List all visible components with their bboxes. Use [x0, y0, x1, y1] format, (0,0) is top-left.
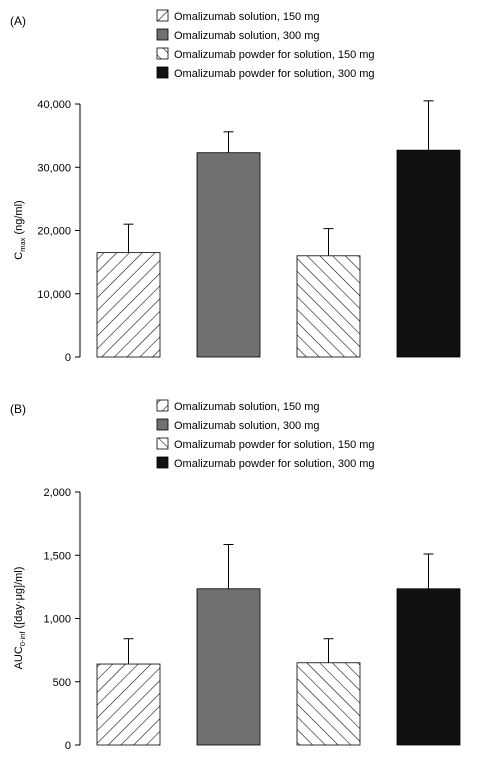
bar: [296, 255, 361, 358]
legend-entry: Omalizumab solution, 300 mg: [174, 420, 320, 432]
y-axis-label-main: C: [13, 252, 25, 260]
y-axis: 0 10,000 20,000 30,000 40,000: [37, 99, 81, 364]
bar: [296, 662, 361, 746]
y-tick-label: 30,000: [37, 162, 71, 174]
y-tick-label: 0: [65, 740, 71, 752]
legend: Omalizumab solution, 150 mg Omalizumab so…: [156, 399, 375, 470]
bars: [96, 100, 461, 358]
bars: [96, 543, 461, 746]
y-tick-label: 500: [53, 677, 71, 689]
y-axis-label-unit: ([day·μg]/ml): [13, 567, 25, 632]
legend-entry: Omalizumab powder for solution, 300 mg: [174, 458, 375, 470]
bar: [396, 588, 461, 746]
bar: [96, 663, 161, 746]
legend-entry: Omalizumab solution, 300 mg: [174, 30, 320, 42]
legend-swatch: [156, 66, 169, 79]
y-tick-label: 0: [65, 352, 71, 364]
bar: [196, 588, 261, 746]
legend-swatch: [156, 9, 169, 22]
legend-swatch: [156, 456, 169, 469]
y-tick-label: 10,000: [37, 289, 71, 301]
legend-entry: Omalizumab solution, 150 mg: [174, 401, 320, 413]
y-tick-label: 2,000: [43, 487, 71, 499]
legend-entry: Omalizumab powder for solution, 150 mg: [174, 49, 375, 61]
legend-swatch: [156, 399, 169, 412]
legend-entry: Omalizumab solution, 150 mg: [174, 11, 320, 23]
y-axis-label-sub: max: [18, 237, 27, 251]
legend-swatch: [156, 418, 169, 431]
legend-swatch: [156, 437, 169, 450]
bar: [196, 152, 261, 358]
legend-entry: Omalizumab powder for solution, 300 mg: [174, 68, 375, 80]
panel-label: (A): [10, 14, 26, 28]
y-axis-label-main: AUC: [13, 646, 25, 669]
bar: [96, 252, 161, 358]
y-axis-label-unit: (ng/ml): [13, 200, 25, 237]
y-tick-label: 40,000: [37, 99, 71, 111]
legend-swatch: [156, 47, 169, 60]
bar: [396, 149, 461, 358]
panel-a: (A) Omalizumab solution, 150 mgOmalizuma…: [10, 9, 461, 364]
y-axis: 0 500 1,000 1,500 2,000: [43, 487, 81, 752]
legend-swatch: [156, 28, 169, 41]
legend-entry: Omalizumab powder for solution, 150 mg: [174, 439, 375, 451]
y-axis-label-sub: 0-inf: [18, 631, 27, 647]
y-axis-label: Cmax (ng/ml): [13, 200, 27, 259]
y-tick-label: 20,000: [37, 226, 71, 238]
y-tick-label: 1,500: [43, 550, 71, 562]
panel-b: (B) Omalizumab solution, 150 mgOmalizuma…: [10, 399, 461, 752]
legend: Omalizumab solution, 150 mg Omalizumab so…: [156, 9, 375, 80]
panel-label: (B): [10, 402, 26, 416]
y-axis-label: AUC0-inf ([day·μg]/ml): [13, 567, 27, 670]
y-tick-label: 1,000: [43, 614, 71, 626]
